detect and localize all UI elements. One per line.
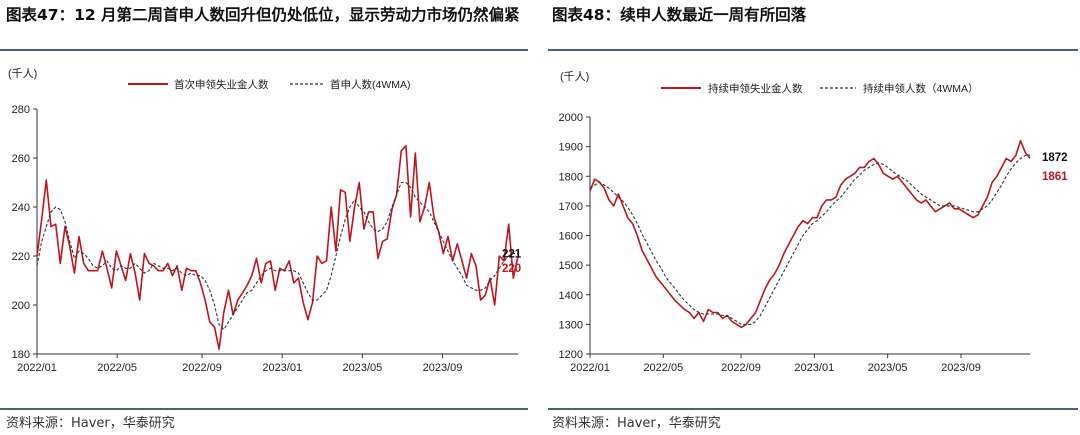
source-rule	[0, 408, 528, 410]
x-tick-label: 2023/09	[423, 362, 463, 374]
figure-title: 12 月第二周首申人数回升但仍处低位，显示劳动力市场仍然偏紧	[74, 6, 520, 24]
unit-label: (千人)	[8, 67, 37, 80]
x-tick-label: 2022/01	[570, 362, 610, 374]
source-note: 资料来源：Haver，华泰研究	[6, 416, 175, 431]
y-tick-label: 1800	[559, 171, 583, 183]
initial-claims-chart: (千人) 180 200 220 240 260 280 2022/01 2022/05 2022…	[8, 67, 522, 374]
end-label-actual: 1861	[1042, 171, 1068, 183]
x-tick-label: 2023/09	[941, 362, 981, 374]
chart-panel-continuing-claims: 图表48：续申人数最近一周有所回落 (千人) 1200 1300 1400 1500 16…	[548, 0, 1080, 435]
source-rule	[548, 408, 1078, 410]
legend-label: 首申人数(4WMA)	[330, 78, 411, 91]
y-tick-label: 1700	[559, 201, 583, 213]
legend-label: 持续申领失业金人数	[708, 82, 803, 95]
title-rule	[0, 49, 528, 51]
x-tick-label: 2022/09	[721, 362, 761, 374]
chart-title: 图表48：续申人数最近一周有所回落	[552, 2, 1067, 28]
y-tick-label: 2000	[559, 112, 583, 124]
end-label-4wma: 1872	[1042, 152, 1068, 164]
y-tick-label: 1400	[559, 290, 583, 302]
x-tick-label: 2023/01	[262, 362, 302, 374]
x-tick-label: 2022/05	[97, 362, 137, 374]
x-tick-label: 2022/09	[182, 362, 222, 374]
figure-label: 图表47：	[6, 6, 75, 24]
x-tick-label: 2022/01	[17, 362, 57, 374]
x-tick-label: 2023/05	[342, 362, 382, 374]
y-tick-label: 200	[12, 300, 30, 312]
end-label-actual: 220	[502, 263, 521, 275]
figure-title: 续申人数最近一周有所回落	[620, 6, 807, 24]
series-line-4wma	[589, 154, 1031, 325]
legend-label: 首次申领失业金人数	[174, 78, 269, 91]
x-tick-label: 2023/05	[868, 362, 908, 374]
y-tick-label: 260	[12, 153, 30, 165]
y-tick-label: 280	[12, 104, 30, 116]
unit-label: (千人)	[560, 70, 589, 83]
y-tick-label: 220	[12, 251, 30, 263]
series-line-4wma	[36, 181, 518, 331]
y-tick-label: 180	[12, 349, 30, 361]
y-tick-label: 240	[12, 202, 30, 214]
y-tick-label: 1200	[559, 349, 583, 361]
y-tick-label: 1300	[559, 319, 583, 331]
x-tick-label: 2023/01	[794, 362, 834, 374]
continuing-claims-chart: (千人) 1200 1300 1400 1500 1600 1700 1800 1900 2000…	[559, 70, 1069, 374]
title-rule	[548, 49, 1078, 51]
x-tick-label: 2022/05	[643, 362, 683, 374]
end-label-4wma: 221	[502, 249, 522, 261]
chart-panel-initial-claims: 图表47：12 月第二周首申人数回升但仍处低位，显示劳动力市场仍然偏紧 (千人)…	[0, 0, 530, 435]
figure-label: 图表48：	[552, 6, 621, 24]
series-line-actual	[589, 139, 1031, 329]
y-tick-label: 1600	[559, 231, 583, 243]
y-tick-label: 1900	[559, 142, 583, 154]
legend-label: 持续申领人数（4WMA）	[863, 82, 979, 95]
y-tick-label: 1500	[559, 260, 583, 272]
chart-title: 图表47：12 月第二周首申人数回升但仍处低位，显示劳动力市场仍然偏紧	[6, 2, 521, 28]
source-note: 资料来源：Haver，华泰研究	[552, 416, 721, 431]
